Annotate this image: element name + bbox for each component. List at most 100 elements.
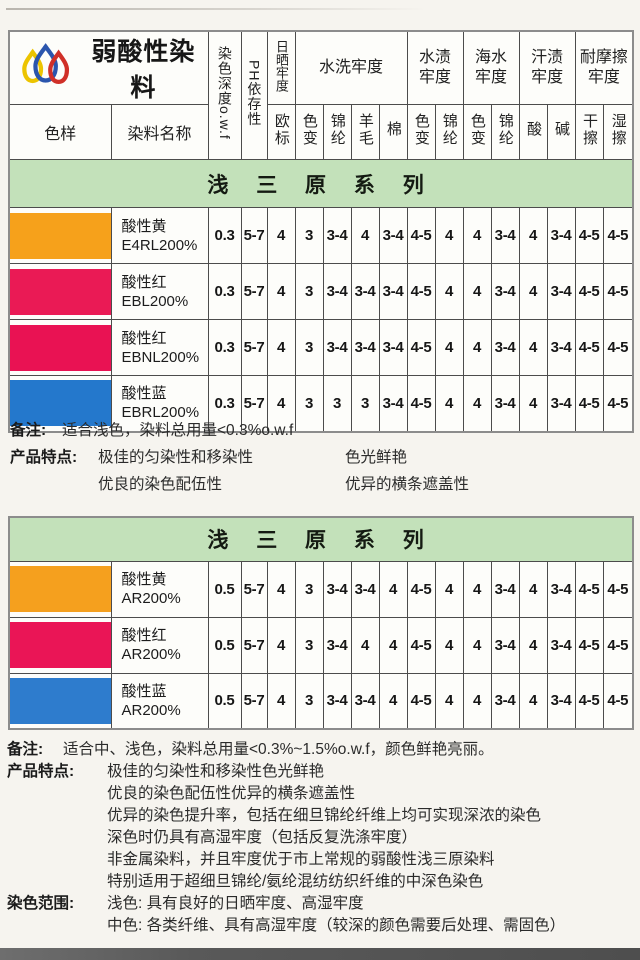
color-swatch-cell <box>8 207 112 264</box>
dye-name-cell: 酸性蓝 EBRL200% <box>110 375 209 432</box>
fastness-value: 4-5 <box>602 375 634 432</box>
fastness-value: 3 <box>350 375 380 432</box>
fastness-value: 4 <box>462 263 492 320</box>
spec-table-series1: 弱酸性染料 染色深度o.w.f PH依存性 日晒牢度 水洗牢度 水渍牢度 海水牢… <box>8 30 635 433</box>
fastness-value: 4-5 <box>406 319 436 376</box>
feature-line: 非金属染料，并且牢度优于市上常规的弱酸性浅三原染料 <box>7 849 635 871</box>
color-swatch <box>10 268 111 315</box>
subcol-wash-cotton: 棉 <box>384 121 402 138</box>
dye-name: 酸性黄 <box>121 217 167 235</box>
fastness-value: 4 <box>434 263 464 320</box>
fastness-value: 4-5 <box>406 207 436 264</box>
features-label: 产品特点: <box>10 449 78 466</box>
dye-name: 酸性红 <box>121 627 167 644</box>
dye-code: EBL200% <box>121 292 189 310</box>
fastness-value: 4 <box>518 375 548 432</box>
fastness-value: 3-4 <box>490 207 520 264</box>
dye-code: AR200% <box>121 590 181 607</box>
subcol-seawater-shade-change: 色变 <box>468 112 486 147</box>
fastness-value: 4-5 <box>406 375 436 432</box>
fastness-value: 4-5 <box>406 263 436 320</box>
fastness-value: 3-4 <box>490 560 520 618</box>
fastness-value: 4 <box>266 616 296 674</box>
fastness-value: 4 <box>518 207 548 264</box>
dye-code: EBRL200% <box>121 404 200 422</box>
fastness-value: 4 <box>350 207 380 264</box>
fastness-value: 4-5 <box>602 263 634 320</box>
col-header-wash-fastness: 水洗牢度 <box>294 30 408 105</box>
fastness-value: 3-4 <box>378 375 408 432</box>
fastness-value: 5-7 <box>240 616 268 674</box>
fastness-value: 4 <box>266 319 296 376</box>
fastness-value: 3-4 <box>378 263 408 320</box>
fastness-value: 4 <box>378 672 408 730</box>
feature-item: 极佳的匀染性和移染性色光鲜艳 <box>107 763 325 780</box>
fastness-value: 3-4 <box>490 616 520 674</box>
remark-line: 备注: 适合浅色，染料总用量<0.3%o.w.f <box>10 418 632 444</box>
series-banner-row: 浅 三 原 系 列 <box>8 516 634 562</box>
fastness-value: 3-4 <box>322 263 352 320</box>
subcol-rub-wet: 湿擦 <box>609 112 627 147</box>
fastness-value: 4 <box>462 672 492 730</box>
feature-item: 深色时仍具有高湿牢度（包括反复洗涤牢度） <box>107 829 418 846</box>
feature-item: 特别适用于超细旦锦纶/氨纶混纺纺织纤维的中深色染色 <box>107 873 484 890</box>
color-swatch <box>10 212 111 259</box>
fastness-value: 3-4 <box>490 319 520 376</box>
fastness-value: 0.5 <box>207 672 242 730</box>
subcol-wash-nylon: 锦纶 <box>328 112 346 147</box>
subcol-eu-standard: 欧标 <box>272 112 290 147</box>
remark-text: 适合中、浅色，染料总用量<0.3%~1.5%o.w.f，颜色鲜艳亮丽。 <box>63 741 494 758</box>
feature-line: 优良的染色配伍性优异的横条遮盖性 <box>7 783 635 805</box>
dye-name-cell: 酸性红 AR200% <box>110 616 209 674</box>
color-swatch <box>10 677 111 724</box>
fastness-value: 3-4 <box>322 616 352 674</box>
range-item: 浅色: 具有良好的日晒牢度、高湿牢度 <box>107 895 364 912</box>
col-header-seawater-fastness: 海水牢度 <box>462 30 520 105</box>
fastness-value: 3-4 <box>490 672 520 730</box>
dye-row: 酸性蓝 AR200% 0.5 5-7 4 3 3-4 3-4 4 4-5 4 4 3-4 4 3-4 4-5 4… <box>8 672 634 730</box>
fastness-value: 0.3 <box>207 263 242 320</box>
fastness-value: 3-4 <box>546 672 576 730</box>
fastness-value: 4 <box>518 616 548 674</box>
subcol-persp-alkali: 碱 <box>552 121 570 138</box>
col-header-lightfastness-cell: 日晒牢度 <box>266 30 296 105</box>
dye-name-cell: 酸性蓝 AR200% <box>110 672 209 730</box>
fastness-value: 5-7 <box>240 672 268 730</box>
fastness-value: 4 <box>266 263 296 320</box>
feature-line: 特别适用于超细旦锦纶/氨纶混纺纺织纤维的中深色染色 <box>7 871 635 893</box>
fastness-value: 4-5 <box>574 560 604 618</box>
fastness-value: 4 <box>266 560 296 618</box>
dye-name: 酸性黄 <box>121 571 167 588</box>
fastness-value: 3-4 <box>322 672 352 730</box>
fastness-value: 4-5 <box>574 207 604 264</box>
fastness-value: 3-4 <box>546 319 576 376</box>
fastness-value: 3 <box>294 263 324 320</box>
feature-item: 色光鲜艳 <box>345 449 408 466</box>
fastness-value: 4-5 <box>602 672 634 730</box>
col-header-perspiration-fastness: 汗渍牢度 <box>518 30 576 105</box>
subcol-wash-wool: 羊毛 <box>356 112 374 147</box>
dye-code: AR200% <box>121 701 181 719</box>
feature-item: 优良的染色配伍性 <box>98 476 223 493</box>
notes-series2: 备注: 适合中、浅色，染料总用量<0.3%~1.5%o.w.f，颜色鲜艳亮丽。 … <box>7 739 635 937</box>
fastness-value: 4 <box>462 319 492 376</box>
feature-line: 优异的染色提升率，包括在细旦锦纶纤维上均可实现深浓的染色 <box>7 805 635 827</box>
dye-code: E4RL200% <box>121 236 198 254</box>
dye-code: EBNL200% <box>121 348 200 366</box>
fastness-value: 3-4 <box>350 560 380 618</box>
dye-drops-logo-icon <box>22 43 70 85</box>
fastness-value: 4 <box>434 560 464 618</box>
col-header-ph: PH依存性 <box>246 59 263 127</box>
scan-artifact-band <box>0 948 640 960</box>
fastness-value: 4 <box>462 560 492 618</box>
dye-name: 酸性红 <box>121 329 167 347</box>
fastness-value: 3-4 <box>378 207 408 264</box>
fastness-value: 0.3 <box>207 319 242 376</box>
color-swatch-cell <box>8 263 112 320</box>
feature-item: 优良的染色配伍性优异的横条遮盖性 <box>107 785 356 802</box>
fastness-value: 3-4 <box>490 263 520 320</box>
dye-name: 酸性蓝 <box>121 385 167 403</box>
series-banner-row: 浅 三 原 系 列 <box>8 159 634 208</box>
fastness-value: 4-5 <box>602 560 634 618</box>
remark-label: 备注: <box>10 422 47 439</box>
